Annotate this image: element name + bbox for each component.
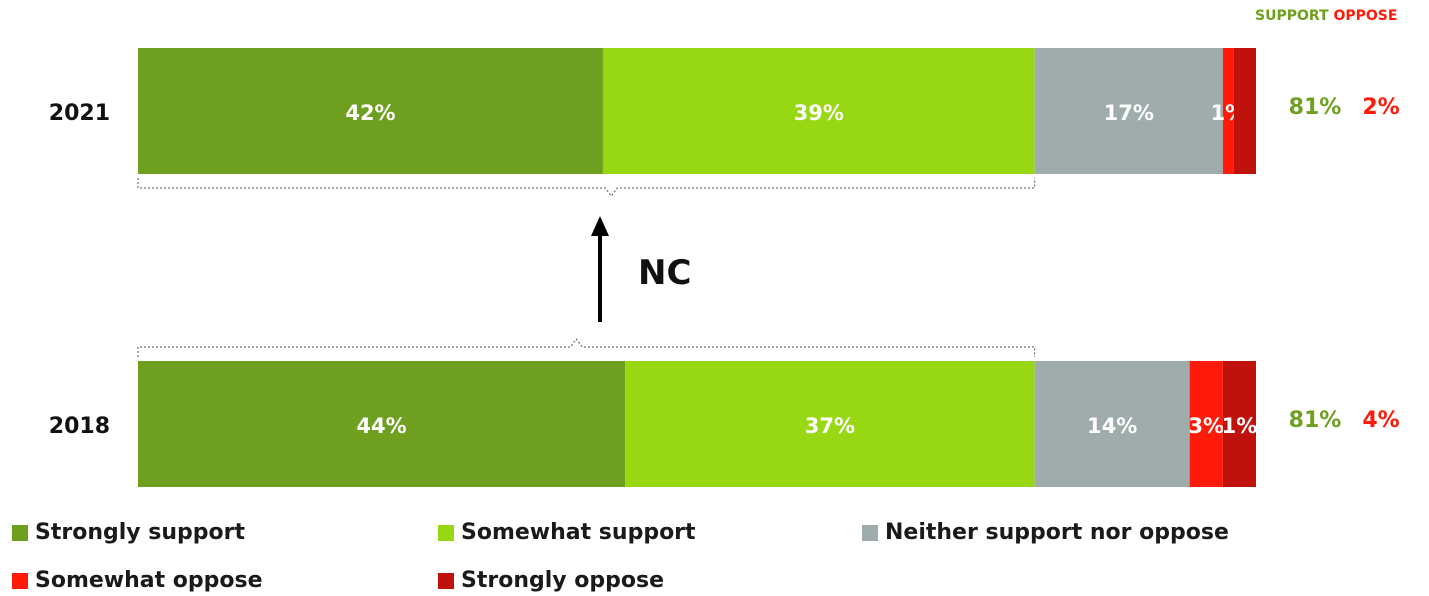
oppose-total-2021: 2% [1362, 95, 1399, 120]
legend-label-neither: Neither support nor oppose [885, 520, 1229, 545]
bar-segment-neither-2018 [1034, 361, 1190, 487]
bar-segment-neither-2021 [1034, 48, 1223, 174]
legend-label-strongly-support: Strongly support [35, 520, 246, 545]
data-label-neither-2021: 17% [1104, 101, 1154, 125]
data-label-strongly-support-2018: 44% [356, 414, 406, 438]
bar-segment-somewhat-oppose-2018 [1189, 361, 1223, 487]
legend-item-somewhat-oppose: Somewhat oppose [12, 568, 263, 593]
legend-item-strongly-support: Strongly support [12, 520, 245, 545]
bar-segment-strongly-oppose-2021 [1233, 48, 1256, 174]
legend-item-strongly-oppose: Strongly oppose [438, 568, 664, 593]
bar-segment-somewhat-support-2021 [602, 48, 1035, 174]
legend-swatch-somewhat-oppose [12, 572, 28, 589]
category-label-2021: 2021 [49, 101, 110, 126]
support-brace-2018 [137, 338, 1036, 357]
oppose-total-2018: 4% [1362, 408, 1399, 433]
bar-segment-strongly-support-2021 [138, 48, 603, 174]
data-label-somewhat-support-2021: 39% [794, 101, 844, 125]
legend-swatch-strongly-oppose [438, 572, 454, 589]
legend-swatch-somewhat-support [438, 524, 454, 541]
legend-item-somewhat-support: Somewhat support [438, 520, 696, 545]
data-label-strongly-oppose-2018: 1% [1222, 414, 1258, 438]
nc-annotation: NC [638, 253, 691, 293]
legend-swatch-neither [862, 524, 878, 541]
oppose-header: OPPOSE [1333, 8, 1398, 24]
bar-segment-strongly-support-2018 [138, 361, 626, 487]
support-total-2021: 81% [1289, 95, 1342, 120]
stacked-bar-chart: 2021 42% 39% 17% 1% 81% 2%2018 44% 37% 14% 3%1% 81%… [49, 48, 1400, 487]
comparison-arrow-head [591, 216, 609, 236]
legend-label-strongly-oppose: Strongly oppose [461, 568, 665, 593]
data-label-somewhat-oppose-2018: 3% [1188, 414, 1224, 438]
support-total-2018: 81% [1289, 408, 1342, 433]
data-label-strongly-support-2021: 42% [345, 101, 395, 125]
bar-segment-somewhat-support-2018 [625, 361, 1035, 487]
data-label-neither-2018: 14% [1087, 414, 1137, 438]
support-header: SUPPORT [1255, 8, 1329, 24]
bar-segment-somewhat-oppose-2021 [1222, 48, 1234, 174]
data-label-somewhat-support-2018: 37% [805, 414, 855, 438]
support-brace-2021 [137, 178, 1036, 197]
legend-label-somewhat-oppose: Somewhat oppose [35, 568, 263, 593]
bar-segment-strongly-oppose-2018 [1222, 361, 1256, 487]
legend-label-somewhat-support: Somewhat support [461, 520, 696, 545]
legend-item-neither: Neither support nor oppose [862, 520, 1229, 545]
legend-swatch-strongly-support [12, 524, 28, 541]
category-label-2018: 2018 [49, 414, 110, 439]
